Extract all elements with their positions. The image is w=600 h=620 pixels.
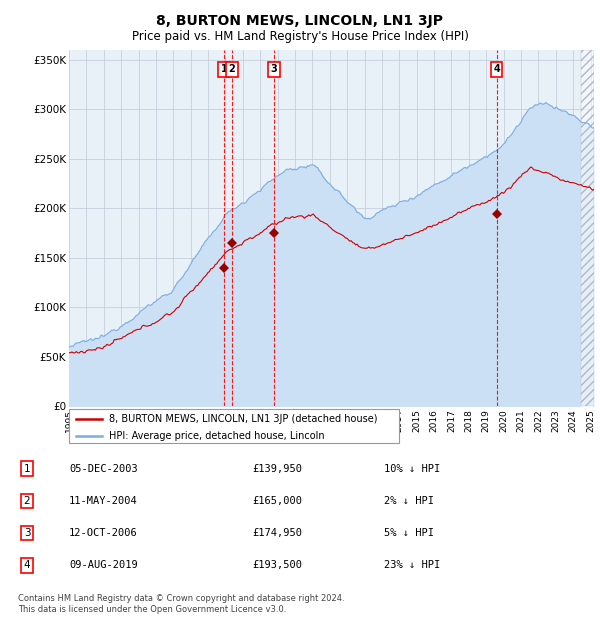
Text: 8, BURTON MEWS, LINCOLN, LN1 3JP (detached house): 8, BURTON MEWS, LINCOLN, LN1 3JP (detach… (109, 414, 377, 423)
Text: 10% ↓ HPI: 10% ↓ HPI (384, 464, 440, 474)
Text: HPI: Average price, detached house, Lincoln: HPI: Average price, detached house, Linc… (109, 431, 324, 441)
Text: £139,950: £139,950 (252, 464, 302, 474)
Text: 12-OCT-2006: 12-OCT-2006 (69, 528, 138, 538)
Text: 1: 1 (23, 464, 31, 474)
Text: 2% ↓ HPI: 2% ↓ HPI (384, 496, 434, 506)
Text: 8, BURTON MEWS, LINCOLN, LN1 3JP: 8, BURTON MEWS, LINCOLN, LN1 3JP (157, 14, 443, 28)
Text: 2: 2 (229, 64, 235, 74)
Text: £193,500: £193,500 (252, 560, 302, 570)
Text: 4: 4 (493, 64, 500, 74)
Text: Contains HM Land Registry data © Crown copyright and database right 2024.
This d: Contains HM Land Registry data © Crown c… (18, 595, 344, 614)
Text: £174,950: £174,950 (252, 528, 302, 538)
FancyBboxPatch shape (69, 409, 399, 443)
Text: 05-DEC-2003: 05-DEC-2003 (69, 464, 138, 474)
Text: 11-MAY-2004: 11-MAY-2004 (69, 496, 138, 506)
Text: £165,000: £165,000 (252, 496, 302, 506)
Text: 09-AUG-2019: 09-AUG-2019 (69, 560, 138, 570)
Text: 1: 1 (221, 64, 227, 74)
Text: 3: 3 (23, 528, 31, 538)
Text: Price paid vs. HM Land Registry's House Price Index (HPI): Price paid vs. HM Land Registry's House … (131, 30, 469, 43)
Text: 4: 4 (23, 560, 31, 570)
Text: 23% ↓ HPI: 23% ↓ HPI (384, 560, 440, 570)
Text: 5% ↓ HPI: 5% ↓ HPI (384, 528, 434, 538)
Text: 2: 2 (23, 496, 31, 506)
Text: 3: 3 (271, 64, 277, 74)
